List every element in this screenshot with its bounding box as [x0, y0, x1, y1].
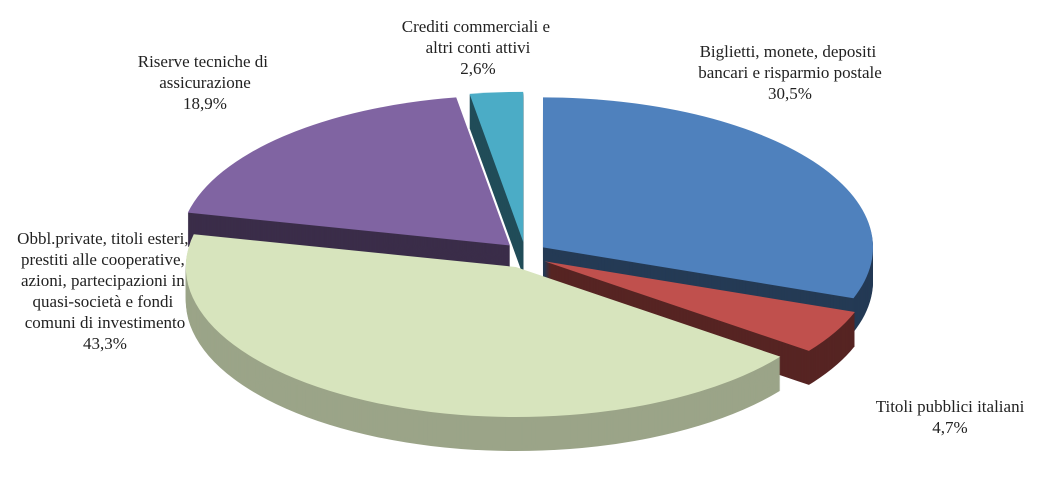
category-label: Obbl.private, titoli esteri, prestiti al…	[17, 229, 193, 332]
value-label: 30,5%	[768, 84, 812, 103]
value-label: 2,6%	[460, 59, 495, 78]
slice	[187, 97, 510, 246]
category-label: Crediti commerciali e altri conti attivi	[402, 17, 554, 57]
category-label: Riserve tecniche di assicurazione	[138, 52, 273, 92]
value-label: 4,7%	[932, 418, 967, 437]
slice	[185, 234, 781, 417]
category-label: Titoli pubblici italiani	[876, 397, 1025, 416]
value-label: 43,3%	[83, 334, 127, 353]
value-label: 18,9%	[183, 94, 227, 113]
slice	[469, 91, 524, 242]
slice	[544, 261, 855, 351]
slice	[542, 97, 873, 299]
category-label: Biglietti, monete, depositi bancari e ri…	[698, 42, 882, 82]
